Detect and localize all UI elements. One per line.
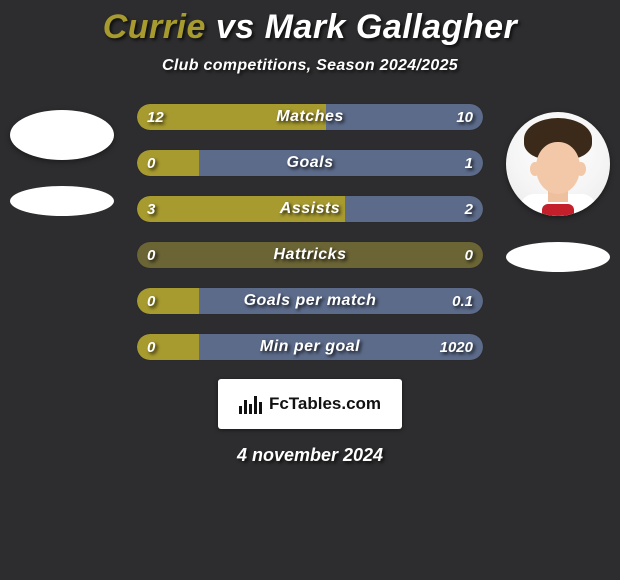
stat-row: 32Assists [136, 195, 484, 223]
title-player1: Currie [103, 8, 206, 46]
stat-row: 1210Matches [136, 103, 484, 131]
stat-row: 00Hattricks [136, 241, 484, 269]
date-label: 4 november 2024 [0, 445, 620, 466]
player1-club-placeholder [10, 186, 114, 216]
player1-column [10, 110, 114, 216]
stat-label: Goals [137, 150, 483, 176]
title-vs: vs [206, 8, 265, 46]
stat-label: Min per goal [137, 334, 483, 360]
stat-row: 01Goals [136, 149, 484, 177]
player2-column [506, 112, 610, 272]
title-player2: Mark Gallagher [265, 8, 518, 46]
stat-rows: 1210Matches 01Goals 32Assists 00Hattricks 00… [136, 103, 484, 361]
stat-label: Matches [137, 104, 483, 130]
source-badge[interactable]: FcTables.com [218, 379, 402, 429]
badge-text: FcTables.com [269, 394, 381, 414]
subtitle: Club competitions, Season 2024/2025 [0, 57, 620, 75]
player1-avatar-placeholder [10, 110, 114, 160]
stat-row: 00.1Goals per match [136, 287, 484, 315]
comparison-title: Currie vs Mark Gallagher [0, 8, 620, 47]
stat-row: 01020Min per goal [136, 333, 484, 361]
chart-icon [239, 394, 263, 414]
stat-label: Goals per match [137, 288, 483, 314]
player2-avatar [506, 112, 610, 216]
stat-label: Assists [137, 196, 483, 222]
stat-label: Hattricks [137, 242, 483, 268]
player2-club-placeholder [506, 242, 610, 272]
